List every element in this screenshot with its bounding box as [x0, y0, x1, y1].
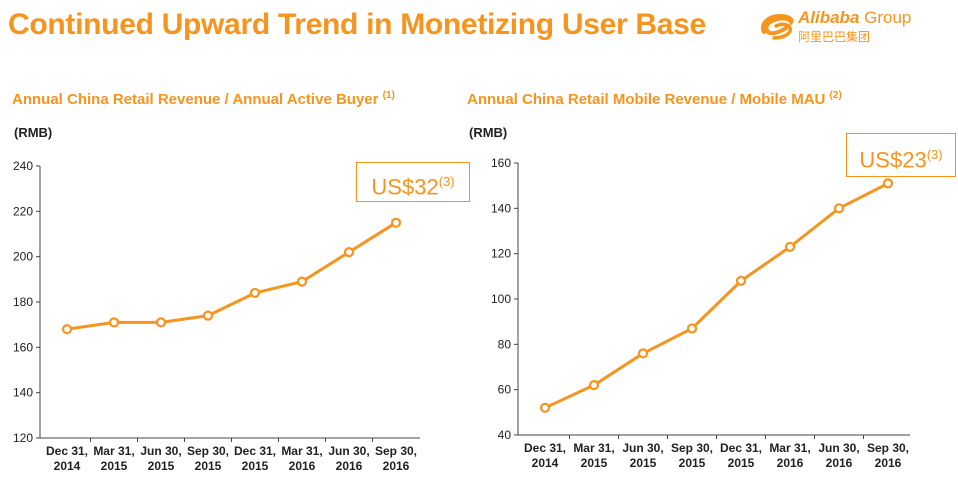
chart-2-x-tick-label: Sep 30, 2015: [671, 441, 713, 470]
chart-1-y-tick-label: 120: [13, 431, 33, 445]
chart-1-x-tick-label: Jun 30, 2016: [328, 444, 369, 473]
chart-1-x-tick-label: Sep 30, 2016: [375, 444, 417, 473]
chart-2-series-line: [544, 182, 889, 410]
chart-2-x-tick-label: Sep 30, 2016: [867, 441, 909, 470]
chart-1-x-tick-label: Mar 31, 2016: [281, 444, 322, 473]
chart-1-data-point: [343, 247, 355, 258]
chart-1-annotation: US$32(3): [356, 162, 470, 202]
chart-2-y-tick-label: 40: [498, 428, 512, 442]
chart-1-y-tick-label: 180: [13, 295, 33, 309]
chart-2-data-point: [882, 178, 894, 189]
chart-2-y-tick-label: 60: [498, 383, 512, 397]
chart-2-y-tick-label: 140: [491, 201, 511, 215]
logo-wordmark: Alibaba Group: [798, 8, 912, 27]
chart-2-x-tick-label: Jun 30, 2015: [622, 441, 663, 470]
chart-2-y-tick-label: 80: [498, 337, 512, 351]
chart-1-data-point: [202, 310, 214, 321]
chart-1-y-tick-label: 160: [13, 340, 33, 354]
chart-2-y-tick-label: 160: [491, 156, 511, 170]
chart-1-x-tick-label: Dec 31, 2015: [234, 444, 276, 473]
chart-2-data-point: [539, 402, 551, 413]
logo-chinese-name: 阿里巴巴集团: [798, 30, 871, 44]
chart-1-x-tick-label: Jun 30, 2015: [140, 444, 181, 473]
alibaba-logo: Alibaba Group 阿里巴巴集团: [758, 6, 954, 46]
chart-2-y-tick-label: 120: [491, 247, 511, 261]
alibaba-logo-icon: [761, 13, 794, 40]
chart-1-data-point: [155, 317, 167, 328]
chart-2-x-tick-label: Mar 31, 2016: [769, 441, 810, 470]
chart-1-data-point: [61, 324, 73, 335]
chart-2-data-point: [784, 241, 796, 252]
chart-2-x-tick-label: Mar 31, 2015: [573, 441, 614, 470]
chart-1-title: Annual China Retail Revenue / Annual Act…: [12, 90, 395, 108]
chart-1-data-point: [390, 217, 402, 228]
chart-2-y-tick-label: 100: [491, 292, 511, 306]
chart-1-x-tick-label: Sep 30, 2015: [187, 444, 229, 473]
chart-1-x-tick-label: Mar 31, 2015: [93, 444, 134, 473]
chart-1-unit-label: (RMB): [14, 125, 53, 140]
chart-2-data-point: [686, 323, 698, 334]
chart-1-y-tick-label: 200: [13, 250, 33, 264]
chart-2-x-tick-label: Jun 30, 2016: [818, 441, 859, 470]
chart-2-x-tick-label: Dec 31, 2014: [524, 441, 566, 470]
chart-1-series-line: [66, 221, 397, 331]
chart-2-x-tick-label: Dec 31, 2015: [720, 441, 762, 470]
chart-1-data-point: [296, 276, 308, 287]
chart-2-data-point: [833, 203, 845, 214]
chart-2-data-point: [735, 275, 747, 286]
chart-1-y-tick-label: 240: [13, 159, 33, 173]
chart-1-y-tick-label: 140: [13, 386, 33, 400]
chart-2-annotation: US$23(3): [846, 133, 956, 177]
chart-2-data-point: [588, 380, 600, 391]
chart-2-unit-label: (RMB): [469, 125, 508, 140]
page-title: Continued Upward Trend in Monetizing Use…: [8, 8, 706, 41]
chart-1-x-tick-label: Dec 31, 2014: [46, 444, 88, 473]
chart-1-data-point: [108, 317, 120, 328]
chart-2-title: Annual China Retail Mobile Revenue / Mob…: [467, 90, 842, 108]
chart-2-data-point: [637, 348, 649, 359]
chart-1-data-point: [249, 287, 261, 299]
chart-1-y-tick-label: 220: [13, 204, 33, 218]
